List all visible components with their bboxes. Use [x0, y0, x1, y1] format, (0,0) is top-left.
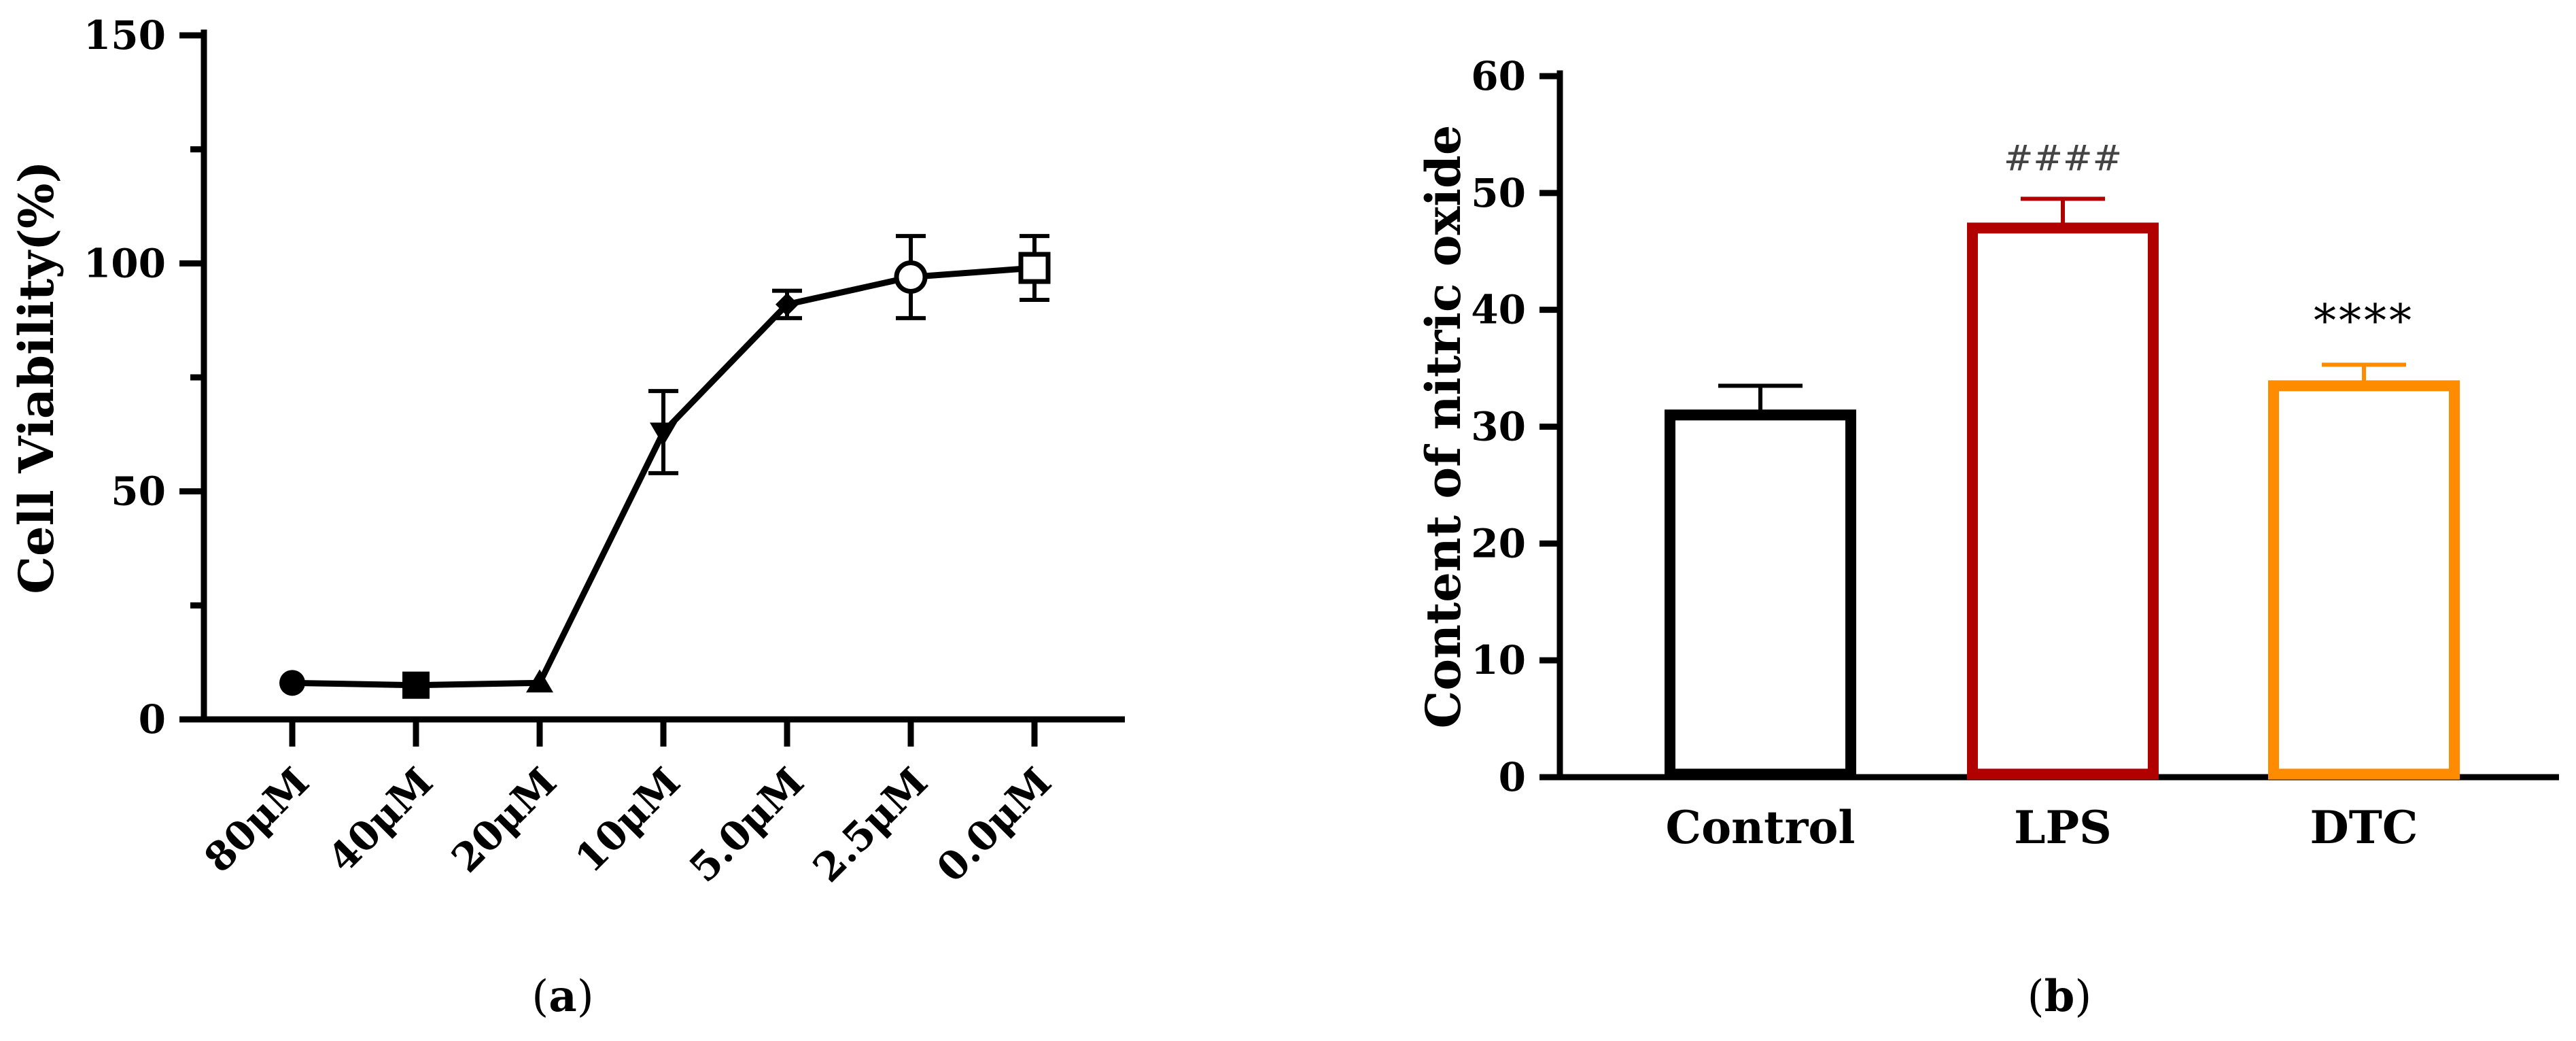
panel-letter-b: b: [2044, 971, 2075, 1022]
significance-annotation: ****: [2314, 294, 2414, 347]
y-tick-label: 60: [1471, 53, 1526, 99]
bar-lps: [1967, 222, 2159, 780]
x-tick-label: 2.5μM: [804, 759, 937, 891]
x-tick-label: 0.0μM: [928, 759, 1060, 891]
y-tick-label: 30: [1471, 404, 1526, 450]
y-tick-label: 100: [84, 240, 166, 286]
y-axis-label: Cell Viability(%): [8, 160, 65, 594]
y-tick-label: 150: [84, 12, 166, 58]
x-tick-label: 10μM: [566, 759, 689, 882]
y-tick-label: 40: [1471, 287, 1526, 333]
y-tick-label: 50: [1471, 170, 1526, 216]
y-tick-label: 10: [1471, 637, 1526, 683]
data-point: [402, 671, 430, 699]
data-point: [279, 670, 305, 696]
panel-label-a: (a): [532, 971, 593, 1022]
bar-control: [1665, 409, 1856, 780]
x-tick-label: 20μM: [442, 759, 565, 882]
data-point: [1018, 252, 1051, 284]
panel-letter-a: a: [549, 971, 576, 1022]
y-tick-label: 50: [111, 468, 166, 515]
y-axis-label: Content of nitric oxide: [1415, 125, 1472, 729]
significance-annotation: ####: [2004, 138, 2122, 179]
x-tick-label: DTC: [2310, 801, 2418, 854]
data-point: [526, 669, 553, 693]
line-chart-panel-a: 0 50 100 150 80μM 40μM 20μM 10μM5.0μM2.5μM0.0μM…: [8, 12, 1125, 1022]
data-point: [776, 292, 799, 316]
x-tick-label: 40μM: [319, 759, 442, 882]
bar-chart-panel-b: 0 10 20 30 40 50 60 Content of nitric oxide Cont…: [1415, 53, 2559, 1022]
data-point: [650, 422, 677, 446]
bar-dtc: [2268, 380, 2460, 780]
y-tick-label: 0: [1499, 754, 1526, 800]
y-tick-label: 20: [1471, 520, 1526, 566]
data-point: [894, 260, 928, 294]
panel-label-b: (b): [2027, 971, 2092, 1022]
series-line: [292, 264, 1035, 689]
x-tick-label: LPS: [2014, 801, 2112, 854]
y-tick-label: 0: [139, 696, 166, 743]
x-tick-label: 80μM: [195, 759, 318, 882]
x-tick-label: 5.0μM: [680, 759, 813, 891]
x-tick-label: Control: [1666, 801, 1856, 854]
